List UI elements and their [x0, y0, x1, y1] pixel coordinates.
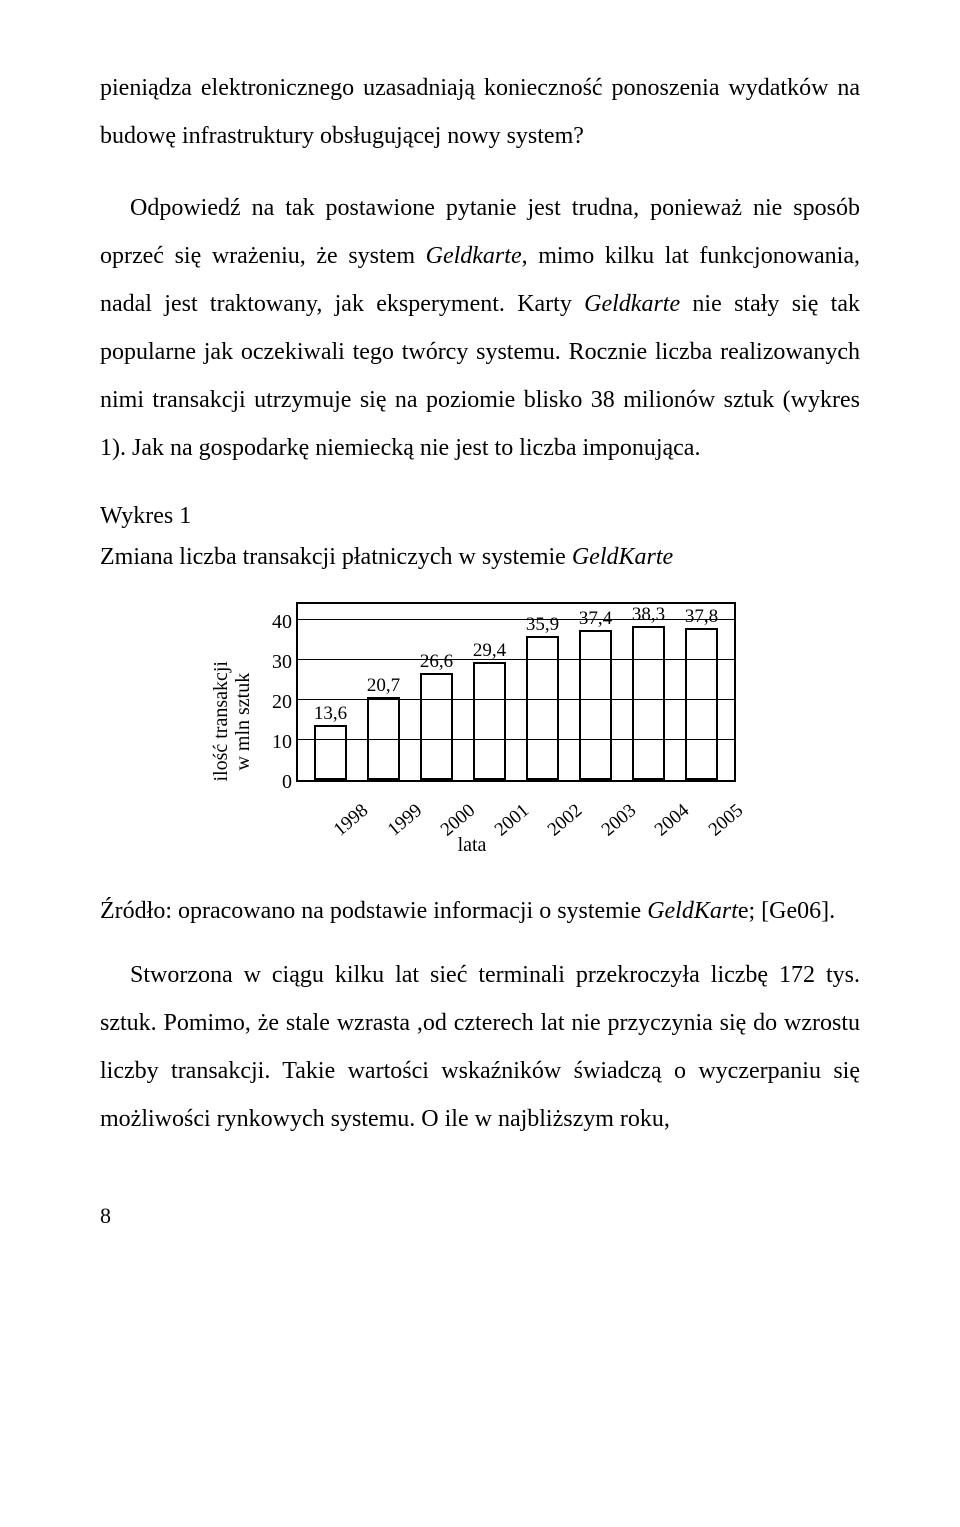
bar-slot: 13,6: [307, 725, 354, 779]
bar: [420, 673, 454, 779]
bar-slot: 37,8: [678, 628, 725, 779]
gridline: [298, 659, 734, 660]
bar-slot: 35,9: [519, 636, 566, 780]
gridline: [298, 739, 734, 740]
ylabel-line1: ilość transakcji: [210, 661, 232, 782]
paragraph-2: Odpowiedź na tak postawione pytanie jest…: [100, 184, 860, 472]
chart-ylabel: ilość transakcji w mln sztuk: [210, 655, 254, 782]
bar-value-label: 37,8: [685, 607, 718, 626]
gridline: [298, 699, 734, 700]
ytick-0: 0: [260, 772, 292, 792]
chart-plot-area: 13,620,726,629,435,937,438,337,8: [296, 602, 736, 782]
page-number: 8: [100, 1203, 860, 1229]
chart-bars: 13,620,726,629,435,937,438,337,8: [298, 604, 734, 780]
bar: [473, 662, 507, 780]
bar-slot: 38,3: [625, 626, 672, 779]
bar-value-label: 20,7: [367, 676, 400, 695]
bar-slot: 37,4: [572, 630, 619, 780]
chart-title: Zmiana liczba transakcji płatniczych w s…: [100, 537, 860, 578]
bar: [632, 626, 666, 779]
gridline: [298, 619, 734, 620]
source-italic: GeldKart: [647, 898, 738, 924]
paragraph-3: Stworzona w ciągu kilku lat sieć termina…: [100, 951, 860, 1143]
bar: [526, 636, 560, 780]
bar-chart: ilość transakcji w mln sztuk 40 30 20 10…: [210, 602, 750, 857]
bar-slot: 29,4: [466, 662, 513, 780]
source-text-b: e; [Ge06].: [738, 898, 835, 924]
bar-value-label: 13,6: [314, 704, 347, 723]
bar: [579, 630, 613, 780]
bar-value-label: 26,6: [420, 652, 453, 671]
chart-xlabels: 19981999200020012002200320042005: [310, 782, 750, 808]
ytick-40: 40: [260, 612, 292, 632]
ytick-20: 20: [260, 692, 292, 712]
ytick-10: 10: [260, 732, 292, 752]
ytick-30: 30: [260, 652, 292, 672]
bar: [685, 628, 719, 779]
chart-title-italic: GeldKarte: [572, 544, 673, 570]
bar: [314, 725, 348, 779]
para2-italic-1: Geldkarte: [426, 243, 522, 269]
bar-value-label: 29,4: [473, 641, 506, 660]
paragraph-1: pieniądza elektronicznego uzasadniają ko…: [100, 64, 860, 160]
x-category-label: 2005: [701, 797, 751, 844]
ylabel-line2: w mln sztuk: [232, 672, 254, 770]
chart-label: Wykres 1: [100, 496, 860, 537]
bar-slot: 26,6: [413, 673, 460, 779]
chart-title-text: Zmiana liczba transakcji płatniczych w s…: [100, 544, 572, 570]
bar-value-label: 38,3: [632, 605, 665, 624]
para2-italic-2: Geldkarte: [584, 291, 680, 317]
chart-source: Źródło: opracowano na podstawie informac…: [100, 893, 860, 929]
chart-xlabel: lata: [252, 834, 692, 857]
chart-yaxis: 40 30 20 10 0: [260, 602, 296, 782]
source-text-a: Źródło: opracowano na podstawie informac…: [100, 898, 647, 924]
